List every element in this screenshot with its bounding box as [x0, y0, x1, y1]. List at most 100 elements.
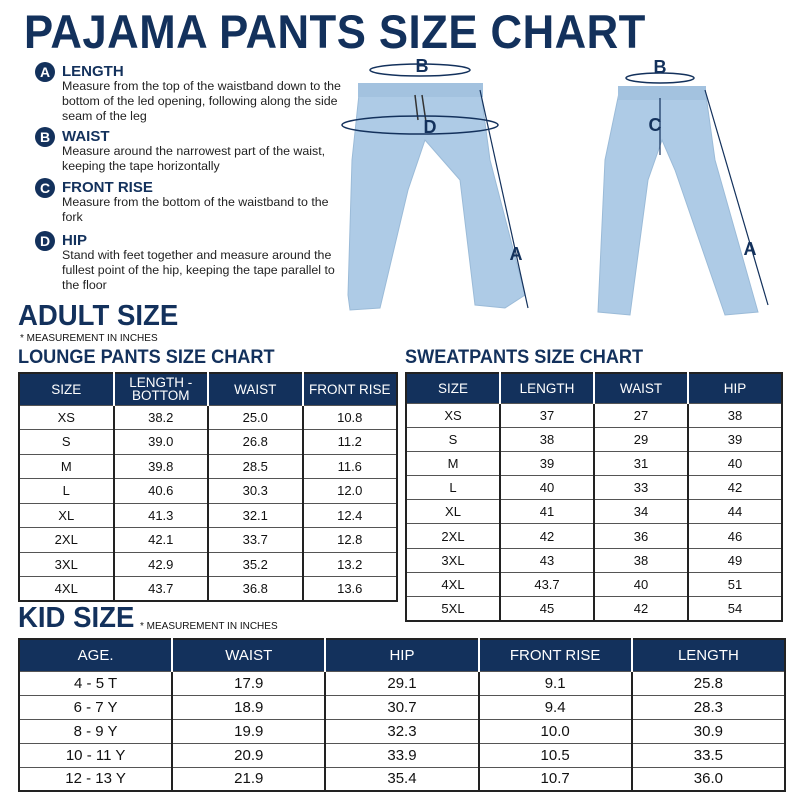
table-cell: 39.0 — [112, 429, 209, 455]
table-cell: 43.7 — [499, 571, 595, 598]
table-cell: 49 — [687, 547, 783, 573]
table-row: 5XL 45 42 54 — [406, 595, 783, 622]
table-cell: 10.8 — [301, 404, 398, 430]
table-header-row: AGE. WAIST HIP FRONT RISE LENGTH — [19, 639, 785, 671]
column-header: WAIST — [593, 373, 688, 403]
table-cell: 8 - 9 Y — [19, 718, 173, 744]
column-header: LENGTH — [499, 373, 594, 403]
table-cell: 31 — [593, 450, 689, 477]
table-cell: 33.9 — [324, 742, 480, 768]
table-cell: 30.3 — [207, 478, 303, 504]
table-cell: 10 - 11 Y — [19, 742, 173, 768]
table-row: S 38 29 39 — [406, 426, 783, 452]
table-cell: XS — [19, 404, 114, 430]
table-cell: 12 - 13 Y — [19, 766, 173, 792]
column-header: HIP — [324, 639, 479, 671]
legend-description: Measure from the bottom of the waistband… — [62, 195, 329, 224]
table-header-row: SIZE LENGTH WAIST HIP — [406, 373, 782, 403]
table-row: 8 - 9 Y 19.9 32.3 10.0 30.9 — [19, 718, 786, 744]
table-cell: 25.8 — [630, 670, 786, 696]
adult-size-heading: ADULT SIZE — [18, 300, 179, 332]
table-cell: 13.2 — [301, 551, 398, 577]
table-cell: 38 — [499, 426, 595, 452]
table-cell: L — [19, 478, 114, 504]
table-cell: 12.0 — [301, 478, 398, 504]
table-cell: L — [406, 475, 501, 501]
table-cell: 39 — [499, 450, 595, 477]
table-cell: 51 — [687, 571, 783, 598]
column-header: HIP — [687, 373, 782, 403]
table-row: 2XL 42.1 33.7 12.8 — [19, 527, 398, 553]
table-cell: 38 — [593, 547, 689, 573]
table-cell: 32.3 — [324, 718, 480, 744]
label-b: B — [654, 57, 667, 77]
page-title: PAJAMA PANTS SIZE CHART — [24, 5, 646, 58]
table-cell: 3XL — [406, 547, 501, 573]
sweatpants-illustration: B C A — [597, 57, 769, 316]
table-cell: 10.7 — [477, 766, 633, 792]
kid-size-heading: KID SIZE — [18, 602, 135, 634]
measurement-note: * MEASUREMENT IN INCHES — [20, 333, 158, 344]
table-cell: 35.2 — [207, 551, 303, 577]
table-cell: 41.3 — [112, 502, 209, 528]
column-header: LENGTH — [630, 639, 785, 671]
column-header: FRONT RISE — [477, 639, 632, 671]
table-cell: 42 — [593, 595, 689, 622]
column-header: WAIST — [171, 639, 326, 671]
table-cell: 33.5 — [630, 742, 786, 768]
table-cell: 17.9 — [171, 670, 326, 696]
table-cell: 43 — [499, 547, 595, 573]
table-cell: 2XL — [406, 523, 501, 549]
table-cell: 11.6 — [301, 453, 398, 479]
table-cell: 12.4 — [301, 502, 398, 528]
table-cell: 35.4 — [324, 766, 480, 792]
label-b: B — [416, 56, 429, 76]
legend-heading: WAIST — [62, 128, 110, 145]
label-d: D — [424, 117, 437, 137]
legend-heading: LENGTH — [62, 63, 124, 80]
pants-diagram: B D A B C A — [341, 56, 769, 316]
table-cell: 44 — [687, 499, 783, 525]
table-cell: 30.7 — [324, 694, 480, 720]
table-cell: 4 - 5 T — [19, 670, 173, 696]
table-cell: 18.9 — [171, 694, 326, 720]
table-cell: 43.7 — [112, 576, 209, 602]
table-row: XS 37 27 38 — [406, 402, 783, 428]
column-header: SIZE — [19, 373, 114, 405]
table-cell: 6 - 7 Y — [19, 694, 173, 720]
kid-size-table: AGE. WAIST HIP FRONT RISE LENGTH 4 - 5 T 17.9 2… — [18, 638, 786, 792]
table-row: L 40.6 30.3 12.0 — [19, 478, 398, 504]
table-cell: 42.1 — [112, 527, 209, 553]
table-cell: 13.6 — [301, 576, 398, 602]
table-cell: 37 — [499, 402, 595, 428]
legend-heading: HIP — [62, 232, 88, 249]
table-row: 2XL 42 36 46 — [406, 523, 783, 549]
table-cell: 38 — [687, 402, 783, 428]
legend-description: Measure from the top of the waistband do… — [62, 79, 341, 123]
table-cell: 10.0 — [477, 718, 633, 744]
table-cell: XL — [19, 502, 114, 528]
table-cell: 33.7 — [207, 527, 303, 553]
table-cell: 39 — [687, 426, 783, 452]
table-cell: 40 — [687, 450, 783, 477]
table-row: XL 41.3 32.1 12.4 — [19, 502, 398, 528]
table-row: 3XL 43 38 49 — [406, 547, 783, 573]
lounge-pants-illustration: B D A — [341, 56, 529, 311]
table-cell: 4XL — [406, 571, 501, 598]
column-header: WAIST — [207, 373, 303, 405]
table-cell: 29 — [593, 426, 689, 452]
table-row: 4 - 5 T 17.9 29.1 9.1 25.8 — [19, 670, 786, 696]
measurement-note: * MEASUREMENT IN INCHES — [140, 621, 278, 632]
legend-description: Measure around the narrowest part of the… — [62, 144, 326, 173]
table-cell: 32.1 — [207, 502, 303, 528]
table-cell: 42.9 — [112, 551, 209, 577]
legend-heading: FRONT RISE — [62, 179, 153, 196]
table-cell: 29.1 — [324, 670, 480, 696]
table-cell: 40 — [499, 475, 595, 501]
table-cell: 2XL — [19, 527, 114, 553]
lounge-pants-table: SIZE LENGTH - BOTTOM WAIST FRONT RISE XS 38.2… — [18, 372, 398, 602]
column-header: FRONT RISE — [301, 373, 397, 405]
table-cell: 40.6 — [112, 478, 209, 504]
table-cell: 9.1 — [477, 670, 633, 696]
table-cell: 25.0 — [207, 404, 303, 430]
